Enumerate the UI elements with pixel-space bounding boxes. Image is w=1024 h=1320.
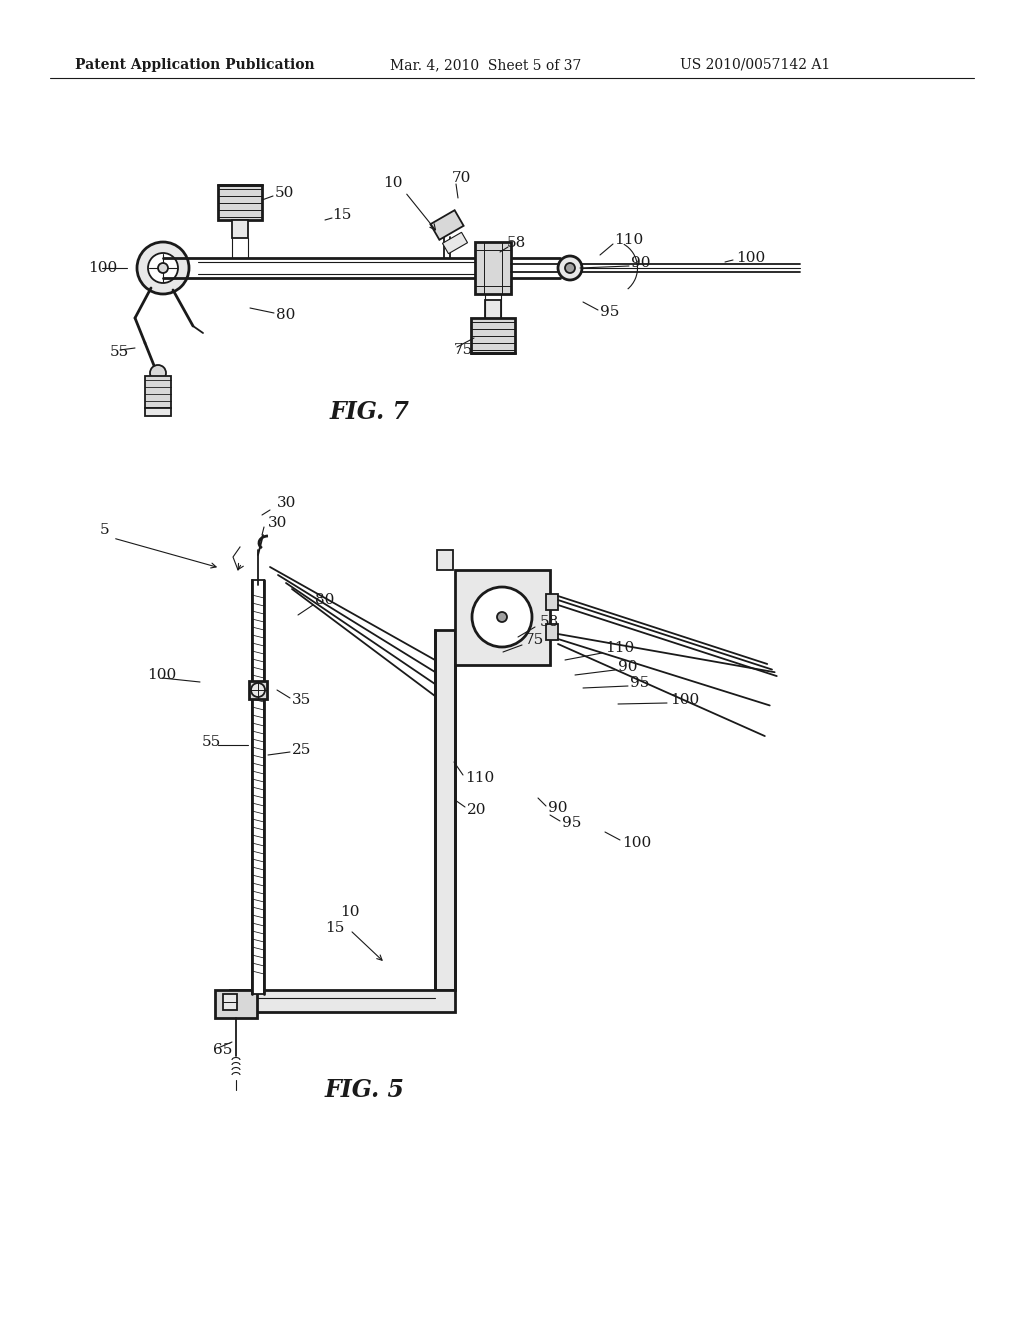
Text: 110: 110 <box>614 234 643 247</box>
Text: 70: 70 <box>452 172 471 185</box>
Text: 95: 95 <box>630 676 649 690</box>
Text: 10: 10 <box>383 176 402 190</box>
Text: 100: 100 <box>622 836 651 850</box>
Circle shape <box>158 263 168 273</box>
Bar <box>218 185 262 220</box>
Text: 15: 15 <box>325 921 344 935</box>
Text: 50: 50 <box>275 186 294 201</box>
Text: FIG. 5: FIG. 5 <box>325 1078 406 1102</box>
Text: 5: 5 <box>100 523 110 537</box>
Text: 90: 90 <box>618 660 638 675</box>
Circle shape <box>565 263 575 273</box>
Text: 75: 75 <box>525 634 544 647</box>
Text: 90: 90 <box>548 801 567 814</box>
Text: Mar. 4, 2010  Sheet 5 of 37: Mar. 4, 2010 Sheet 5 of 37 <box>390 58 582 73</box>
Text: 90: 90 <box>631 256 650 271</box>
Text: 100: 100 <box>147 668 176 682</box>
Bar <box>471 318 515 352</box>
Text: 58: 58 <box>507 236 526 249</box>
Text: 100: 100 <box>88 261 118 275</box>
Bar <box>546 624 558 640</box>
Text: FIG. 7: FIG. 7 <box>330 400 410 424</box>
Text: 10: 10 <box>340 906 359 919</box>
Circle shape <box>497 612 507 622</box>
Bar <box>215 990 257 1018</box>
Circle shape <box>137 242 189 294</box>
Bar <box>475 242 511 294</box>
Bar <box>455 570 550 665</box>
Text: 95: 95 <box>600 305 620 319</box>
Bar <box>485 300 501 318</box>
Bar <box>145 376 171 408</box>
Text: US 2010/0057142 A1: US 2010/0057142 A1 <box>680 58 830 73</box>
Bar <box>145 408 171 416</box>
Bar <box>223 994 237 1010</box>
Text: 95: 95 <box>562 816 582 830</box>
Text: 100: 100 <box>670 693 699 708</box>
Bar <box>546 594 558 610</box>
Text: 100: 100 <box>736 251 765 265</box>
Polygon shape <box>442 232 468 253</box>
Text: 65: 65 <box>213 1043 232 1057</box>
Text: 110: 110 <box>465 771 495 785</box>
Text: 75: 75 <box>454 343 473 356</box>
Text: 58: 58 <box>540 615 559 630</box>
Circle shape <box>558 256 582 280</box>
Circle shape <box>472 587 532 647</box>
Bar <box>252 579 264 994</box>
Circle shape <box>251 682 265 697</box>
Bar <box>435 630 455 990</box>
Text: 110: 110 <box>605 642 634 655</box>
Text: 80: 80 <box>315 593 335 607</box>
Text: Patent Application Publication: Patent Application Publication <box>75 58 314 73</box>
Text: 15: 15 <box>332 209 351 222</box>
Polygon shape <box>430 210 464 240</box>
Bar <box>249 681 267 700</box>
Bar <box>437 550 453 570</box>
Text: 35: 35 <box>292 693 311 708</box>
Text: 55: 55 <box>110 345 129 359</box>
Circle shape <box>148 253 178 282</box>
Text: 30: 30 <box>278 496 296 510</box>
Bar <box>232 220 248 238</box>
Bar <box>230 990 455 1012</box>
Circle shape <box>150 366 166 381</box>
Text: 25: 25 <box>292 743 311 756</box>
Text: 55: 55 <box>202 735 221 748</box>
Text: 80: 80 <box>276 308 295 322</box>
Text: 20: 20 <box>467 803 486 817</box>
Text: 30: 30 <box>268 516 288 531</box>
